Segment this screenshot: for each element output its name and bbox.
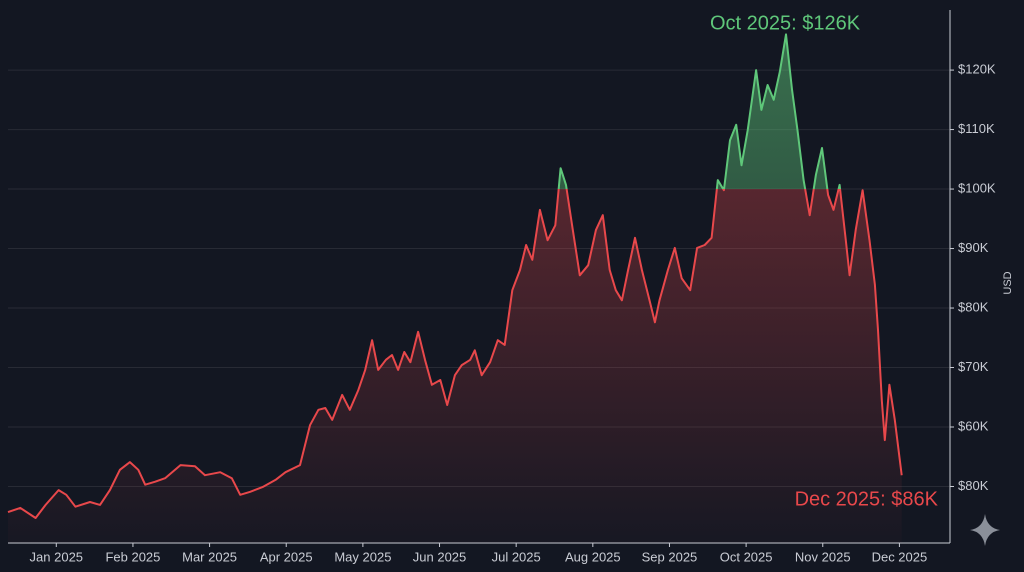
- x-tick-label: Mar 2025: [182, 549, 237, 564]
- x-tick-label: May 2025: [334, 549, 391, 564]
- peak-annotation: Oct 2025: $126K: [710, 12, 861, 34]
- y-tick-label: $120K: [958, 62, 996, 77]
- sparkle-icon: [970, 514, 1000, 546]
- line-below: [7, 189, 903, 519]
- x-tick-label: Dec 2025: [872, 549, 928, 564]
- x-tick-label: Jul 2025: [492, 549, 541, 564]
- x-tick-label: Nov 2025: [795, 549, 851, 564]
- end-annotation: Dec 2025: $86K: [795, 488, 939, 510]
- line-above: [557, 33, 842, 190]
- x-tick-label: Oct 2025: [720, 549, 773, 564]
- y-tick-label: $60K: [958, 418, 989, 433]
- area-below: [8, 189, 902, 543]
- x-tick-label: Jun 2025: [413, 549, 467, 564]
- y-tick-label: $90K: [958, 240, 989, 255]
- x-tick-label: Sep 2025: [642, 549, 698, 564]
- x-tick-label: Feb 2025: [105, 549, 160, 564]
- y-tick-label: $100K: [958, 180, 996, 195]
- x-tick-label: Apr 2025: [260, 549, 313, 564]
- x-tick-label: Aug 2025: [565, 549, 621, 564]
- y-tick-label: $110K: [958, 121, 995, 136]
- area-above: [558, 34, 841, 190]
- x-tick-label: Jan 2025: [30, 549, 84, 564]
- y-tick-label: $80K: [958, 478, 989, 493]
- y-tick-label: $80K: [958, 299, 989, 314]
- y-axis-title: USD: [1002, 271, 1014, 294]
- y-tick-label: $70K: [958, 359, 989, 374]
